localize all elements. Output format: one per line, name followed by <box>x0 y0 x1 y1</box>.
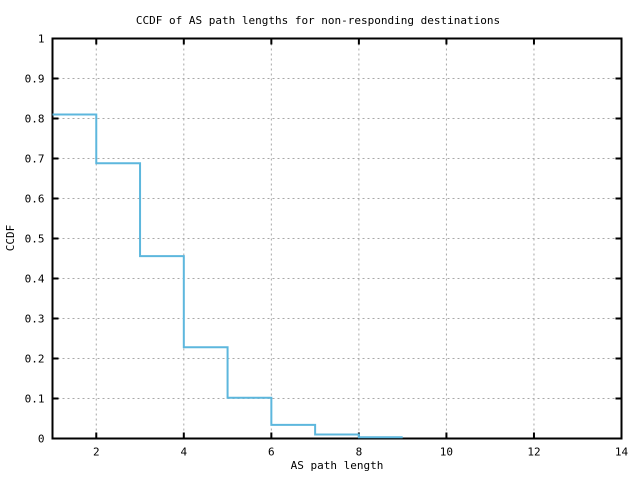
y-tick-label: 0 <box>38 433 45 446</box>
ccdf-step-curve <box>52 113 403 439</box>
y-tick-label: 0.6 <box>25 193 45 206</box>
x-tick-label: 10 <box>440 446 453 459</box>
y-tick-label: 0.5 <box>25 233 45 246</box>
y-tick-label: 0.2 <box>25 353 45 366</box>
ccdf-curve-layer <box>52 113 403 439</box>
y-tick-label: 0.9 <box>25 73 45 86</box>
x-tick-label: 8 <box>356 446 363 459</box>
grid-lines <box>52 38 622 439</box>
x-tick-label: 2 <box>93 446 100 459</box>
y-tick-label: 0.1 <box>25 393 45 406</box>
x-tick-label: 12 <box>527 446 540 459</box>
y-tick-label: 0.3 <box>25 313 45 326</box>
y-tick-label: 0.7 <box>25 153 45 166</box>
x-tick-label: 6 <box>268 446 275 459</box>
y-tick-label: 0.4 <box>25 273 45 286</box>
y-axis-label: CCDF <box>4 225 17 252</box>
x-tick-label: 14 <box>615 446 629 459</box>
y-tick-label: 1 <box>38 33 45 46</box>
x-tick-label: 4 <box>180 446 187 459</box>
tick-labels: 2 4 6 8 10 12 14 0 0.1 0.2 0.3 0.4 0.5 0.6 0.7 0.8 0.9 1 <box>25 33 629 459</box>
axes <box>51 37 623 440</box>
y-tick-label: 0.8 <box>25 113 45 126</box>
x-axis-label: AS path length <box>291 459 384 472</box>
chart-title: CCDF of AS path lengths for non-respondi… <box>136 14 500 27</box>
